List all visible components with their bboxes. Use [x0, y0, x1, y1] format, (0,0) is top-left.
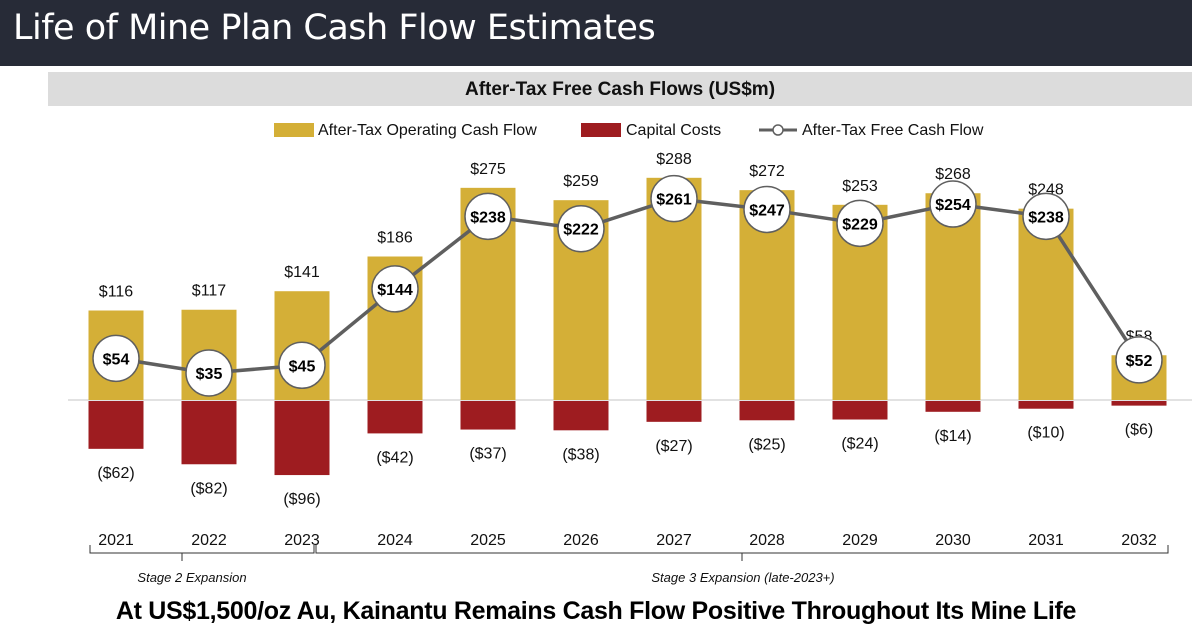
capital-bar-2029 [832, 401, 888, 420]
capital-label-2024: ($42) [376, 449, 413, 466]
capital-bar-2028 [739, 401, 795, 421]
legend-marker-free [772, 124, 784, 136]
free-marker-2021 [92, 334, 140, 383]
x-tick-2027: 2027 [656, 532, 692, 549]
free-marker-2029 [836, 199, 884, 248]
free-label-2026: $222 [563, 222, 599, 239]
capital-bar-2032 [1111, 401, 1167, 406]
free-marker-2031 [1022, 192, 1070, 241]
capital-bar-2024 [367, 401, 423, 434]
x-tick-2023: 2023 [284, 532, 320, 549]
x-tick-2028: 2028 [749, 532, 785, 549]
free-label-2025: $238 [470, 209, 506, 226]
chart-title-band: After-Tax Free Cash Flows (US$m) [48, 72, 1192, 106]
stage-2-bracket [89, 545, 315, 554]
operating-label-2023: $141 [284, 264, 320, 281]
capital-bar-2031 [1018, 401, 1074, 409]
free-marker-2023 [278, 341, 326, 390]
x-tick-2031: 2031 [1028, 532, 1064, 549]
x-tick-2021: 2021 [98, 532, 134, 549]
free-label-2031: $238 [1028, 209, 1064, 226]
free-label-2030: $254 [935, 197, 971, 214]
free-label-2024: $144 [377, 282, 413, 299]
capital-label-2031: ($10) [1027, 425, 1064, 442]
operating-bar-2031 [1018, 208, 1074, 400]
operating-label-2028: $272 [749, 163, 785, 180]
cash-flow-chart: After-Tax Operating Cash Flow Capital Co… [68, 122, 1192, 585]
capital-label-2021: ($62) [97, 465, 134, 482]
free-label-2029: $229 [842, 216, 878, 233]
stage-3-label: Stage 3 Expansion (late-2023+) [651, 570, 834, 585]
operating-label-2027: $288 [656, 151, 692, 168]
capital-label-2023: ($96) [283, 491, 320, 508]
stage-2-label: Stage 2 Expansion [137, 570, 246, 585]
footer-headline: At US$1,500/oz Au, Kainantu Remains Cash… [115, 597, 1077, 625]
capital-bar-2030 [925, 401, 981, 412]
legend-swatch-capital [581, 123, 621, 137]
free-marker-2025 [464, 192, 512, 241]
free-marker-2032 [1115, 336, 1163, 384]
free-marker-2024 [371, 265, 419, 313]
free-label-2023: $45 [289, 358, 316, 375]
x-tick-2032: 2032 [1121, 532, 1157, 549]
x-tick-2022: 2022 [191, 532, 227, 549]
capital-label-2029: ($24) [841, 436, 878, 453]
capital-label-2022: ($82) [190, 480, 227, 497]
free-marker-2027 [650, 174, 698, 223]
operating-label-2025: $275 [470, 161, 506, 178]
chart-title: After-Tax Free Cash Flows (US$m) [464, 79, 776, 100]
capital-label-2030: ($14) [934, 428, 971, 445]
free-label-2022: $35 [196, 366, 223, 383]
capital-bar-2026 [553, 401, 609, 431]
legend-label-operating: After-Tax Operating Cash Flow [318, 122, 537, 139]
page-title: Life of Mine Plan Cash Flow Estimates [13, 8, 656, 48]
capital-bar-2023 [274, 401, 330, 476]
capital-bar-2021 [88, 401, 144, 449]
operating-label-2026: $259 [563, 173, 599, 190]
operating-label-2029: $253 [842, 178, 878, 195]
title-bar: Life of Mine Plan Cash Flow Estimates [0, 0, 1192, 66]
operating-label-2021: $116 [99, 284, 134, 301]
legend-label-free: After-Tax Free Cash Flow [802, 122, 984, 139]
capital-label-2028: ($25) [748, 436, 785, 453]
capital-label-2026: ($38) [562, 446, 599, 463]
capital-label-2032: ($6) [1125, 422, 1153, 439]
free-label-2032: $52 [1126, 353, 1153, 370]
free-marker-2026 [557, 204, 605, 253]
operating-label-2030: $268 [935, 166, 971, 183]
capital-label-2027: ($27) [655, 438, 692, 455]
stage-brackets: Stage 2 Expansion Stage 3 Expansion (late… [89, 545, 1169, 585]
legend-label-capital: Capital Costs [626, 122, 721, 139]
free-label-2028: $247 [749, 202, 785, 219]
capital-label-2025: ($37) [469, 446, 506, 463]
free-marker-2028 [743, 185, 791, 234]
capital-bar-2022 [181, 401, 237, 465]
capital-bar-2025 [460, 401, 516, 430]
x-tick-2024: 2024 [377, 532, 413, 549]
legend-swatch-operating [274, 123, 314, 137]
capital-bar-2027 [646, 401, 702, 422]
free-cash-flow-line [115, 196, 1141, 375]
x-tick-2025: 2025 [470, 532, 506, 549]
x-tick-2026: 2026 [563, 532, 599, 549]
free-marker-2022 [185, 349, 233, 397]
operating-label-2024: $186 [377, 230, 413, 247]
legend: After-Tax Operating Cash Flow Capital Co… [274, 122, 984, 139]
free-label-2027: $261 [656, 192, 692, 209]
x-tick-2030: 2030 [935, 532, 971, 549]
free-label-2021: $54 [103, 351, 130, 368]
operating-label-2022: $117 [192, 283, 227, 300]
free-marker-2030 [929, 180, 977, 228]
x-tick-2029: 2029 [842, 532, 878, 549]
